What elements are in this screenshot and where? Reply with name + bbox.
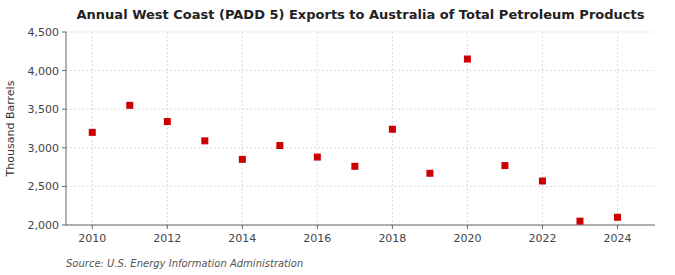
point [126,102,133,109]
y-tick [62,225,66,226]
x-tick [617,225,618,229]
point [351,163,358,170]
y-tick-label: 4,000 [28,65,60,78]
point [201,137,208,144]
x-tick-label: 2022 [528,232,556,245]
y-tick [62,147,66,148]
grid-line-x [92,32,93,225]
x-tick [167,225,168,229]
point [239,156,246,163]
point [501,162,508,169]
x-axis-line [66,225,655,226]
x-tick-label: 2018 [378,232,406,245]
x-tick-label: 2014 [228,232,256,245]
grid-line-x [542,32,543,225]
point [314,154,321,161]
x-tick [467,225,468,229]
point [164,118,171,125]
x-tick [542,225,543,229]
grid-line-y [66,147,655,148]
x-tick-label: 2016 [303,232,331,245]
grid-line-x [317,32,318,225]
grid-line-y [66,186,655,187]
x-tick-label: 2024 [603,232,631,245]
y-tick-label: 3,500 [28,103,60,116]
chart-container: 2,000 2,500 3,000 3,500 4,000 4,500 2010 2012 20… [0,0,675,275]
y-tick [62,109,66,110]
x-tick [392,225,393,229]
point [614,214,621,221]
grid-line-x [167,32,168,225]
point [464,56,471,63]
title: Annual West Coast (PADD 5) Exports to Au… [77,7,645,22]
chart: 2,000 2,500 3,000 3,500 4,000 4,500 2010 2012 20… [0,0,675,275]
x-tick-label: 2010 [78,232,106,245]
grid-line-x [617,32,618,225]
y-axis-label: Thousand Barrels [4,80,17,177]
point [576,218,583,225]
y-tick [62,32,66,33]
y-axis-line [66,32,67,225]
y-tick-label: 2,000 [28,219,60,232]
y-tick [62,70,66,71]
point [539,177,546,184]
y-tick-label: 3,000 [28,142,60,155]
point [276,142,283,149]
grid-line-y [66,32,655,33]
y-tick [62,186,66,187]
grid [66,32,655,225]
points [89,56,621,225]
x-tick-label: 2020 [453,232,481,245]
x-tick [242,225,243,229]
point [89,129,96,136]
grid-line-x [242,32,243,225]
x-tick [92,225,93,229]
y-tick-label: 2,500 [28,180,60,193]
x-tick-label: 2012 [153,232,181,245]
y-tick-label: 4,500 [28,26,60,39]
grid-line-y [66,109,655,110]
point [389,126,396,133]
point [426,170,433,177]
grid-line-y [66,70,655,71]
source: Source: U.S. Energy Information Administ… [66,258,303,269]
x-tick [317,225,318,229]
grid-line-y [66,225,655,226]
